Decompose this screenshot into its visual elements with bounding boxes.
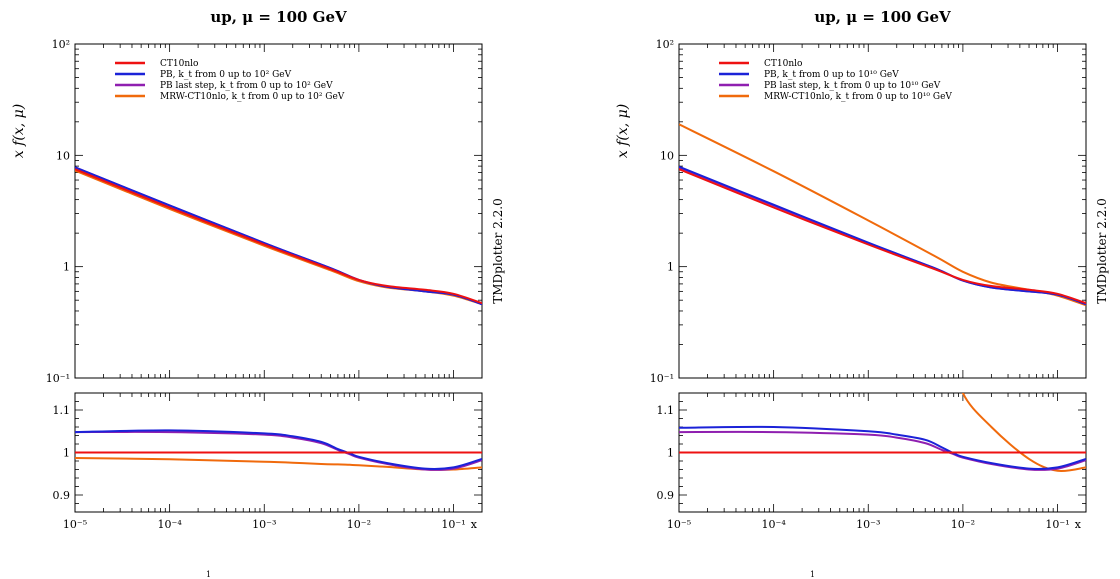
x-axis-label: x	[471, 518, 478, 531]
page-number-right: 1	[810, 570, 815, 579]
series-line-CT10nlo	[75, 168, 482, 305]
legend-entry: MRW-CT10nlo, k_t from 0 up to 10¹⁰ GeV	[764, 92, 952, 102]
x-tick-label: 10⁻⁴	[158, 518, 183, 531]
legend-entry: CT10nlo	[160, 59, 198, 69]
legend-entry: MRW-CT10nlo, k_t from 0 up to 10² GeV	[160, 92, 345, 102]
x-tick-label: 10⁻¹	[441, 518, 465, 531]
legend-entry: PB last step, k_t from 0 up to 10¹⁰ GeV	[764, 81, 941, 91]
legend-entry: PB, k_t from 0 up to 10² GeV	[160, 70, 292, 80]
series-line-CT10nlo	[679, 168, 1086, 305]
ratio-y-tick-label: 1	[63, 447, 70, 460]
y-tick-label: 1	[667, 261, 674, 274]
x-tick-label: 10⁻²	[951, 518, 975, 531]
y-tick-label: 10²	[656, 38, 674, 51]
tmdplotter-label: TMDplotter 2.2.0	[491, 198, 505, 304]
ratio-y-tick-label: 1	[667, 447, 674, 460]
x-tick-label: 10⁻³	[252, 518, 276, 531]
ratio-y-tick-label: 1.1	[657, 404, 675, 417]
x-tick-label: 10⁻²	[347, 518, 371, 531]
ratio-y-tick-label: 1.1	[53, 404, 71, 417]
x-tick-label: 10⁻⁵	[63, 518, 87, 531]
chart-right: up, μ = 100 GeV x f(x, μ) TMDplotter 2.2.0…	[615, 8, 1109, 531]
y-tick-label: 1	[63, 261, 70, 274]
ratio-line-PB_last	[679, 430, 1086, 471]
y-tick-label: 10⁻¹	[46, 372, 70, 385]
ratio-y-tick-label: 0.9	[53, 489, 71, 502]
page-number-left: 1	[206, 570, 211, 579]
main-plot-frame	[678, 43, 1087, 379]
ratio-line-MRW	[961, 393, 1086, 473]
y-tick-label: 10²	[52, 38, 70, 51]
x-tick-label: 10⁻⁴	[762, 518, 787, 531]
tmdplotter-label: TMDplotter 2.2.0	[1095, 198, 1109, 304]
y-tick-label: 10⁻¹	[650, 372, 674, 385]
series-line-MRW	[75, 169, 482, 306]
ratio-line-PB_last	[75, 430, 482, 471]
x-axis-label: x	[1075, 518, 1082, 531]
main-plot-frame	[74, 43, 483, 379]
x-tick-label: 10⁻³	[856, 518, 880, 531]
x-tick-label: 10⁻¹	[1045, 518, 1069, 531]
y-axis-label: x f(x, μ)	[11, 104, 27, 158]
chart-left: up, μ = 100 GeV x f(x, μ) TMDplotter 2.2.0…	[11, 8, 505, 531]
ratio-line-PB	[75, 429, 482, 470]
x-tick-label: 10⁻⁵	[667, 518, 691, 531]
series-line-PB_last	[75, 166, 482, 306]
y-tick-label: 10	[56, 149, 70, 162]
ratio-y-tick-label: 0.9	[657, 489, 675, 502]
chart-title: up, μ = 100 GeV	[210, 8, 347, 26]
y-tick-label: 10	[660, 149, 674, 162]
y-axis-label: x f(x, μ)	[615, 104, 631, 158]
ratio-line-PB	[679, 425, 1086, 470]
legend-entry: PB last step, k_t from 0 up to 10² GeV	[160, 81, 333, 91]
series-line-MRW	[679, 123, 1086, 307]
series-line-PB	[75, 166, 482, 306]
series-line-PB_last	[679, 166, 1086, 306]
legend-entry: PB, k_t from 0 up to 10¹⁰ GeV	[764, 70, 899, 80]
chart-title: up, μ = 100 GeV	[814, 8, 951, 26]
legend-entry: CT10nlo	[764, 59, 802, 69]
series-line-PB	[679, 165, 1086, 306]
